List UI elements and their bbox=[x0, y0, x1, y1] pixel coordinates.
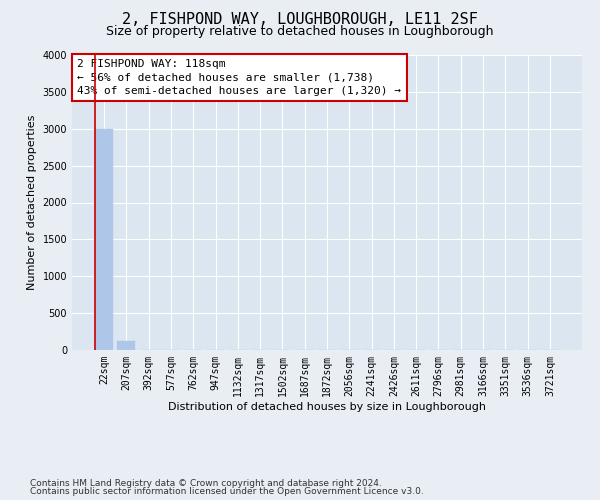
X-axis label: Distribution of detached houses by size in Loughborough: Distribution of detached houses by size … bbox=[168, 402, 486, 411]
Text: 2 FISHPOND WAY: 118sqm
← 56% of detached houses are smaller (1,738)
43% of semi-: 2 FISHPOND WAY: 118sqm ← 56% of detached… bbox=[77, 60, 401, 96]
Text: 2, FISHPOND WAY, LOUGHBOROUGH, LE11 2SF: 2, FISHPOND WAY, LOUGHBOROUGH, LE11 2SF bbox=[122, 12, 478, 28]
Text: Contains HM Land Registry data © Crown copyright and database right 2024.: Contains HM Land Registry data © Crown c… bbox=[30, 478, 382, 488]
Text: Contains public sector information licensed under the Open Government Licence v3: Contains public sector information licen… bbox=[30, 487, 424, 496]
Bar bbox=[118, 341, 136, 350]
Text: Size of property relative to detached houses in Loughborough: Size of property relative to detached ho… bbox=[106, 25, 494, 38]
Bar bbox=[95, 128, 113, 350]
Y-axis label: Number of detached properties: Number of detached properties bbox=[27, 115, 37, 290]
